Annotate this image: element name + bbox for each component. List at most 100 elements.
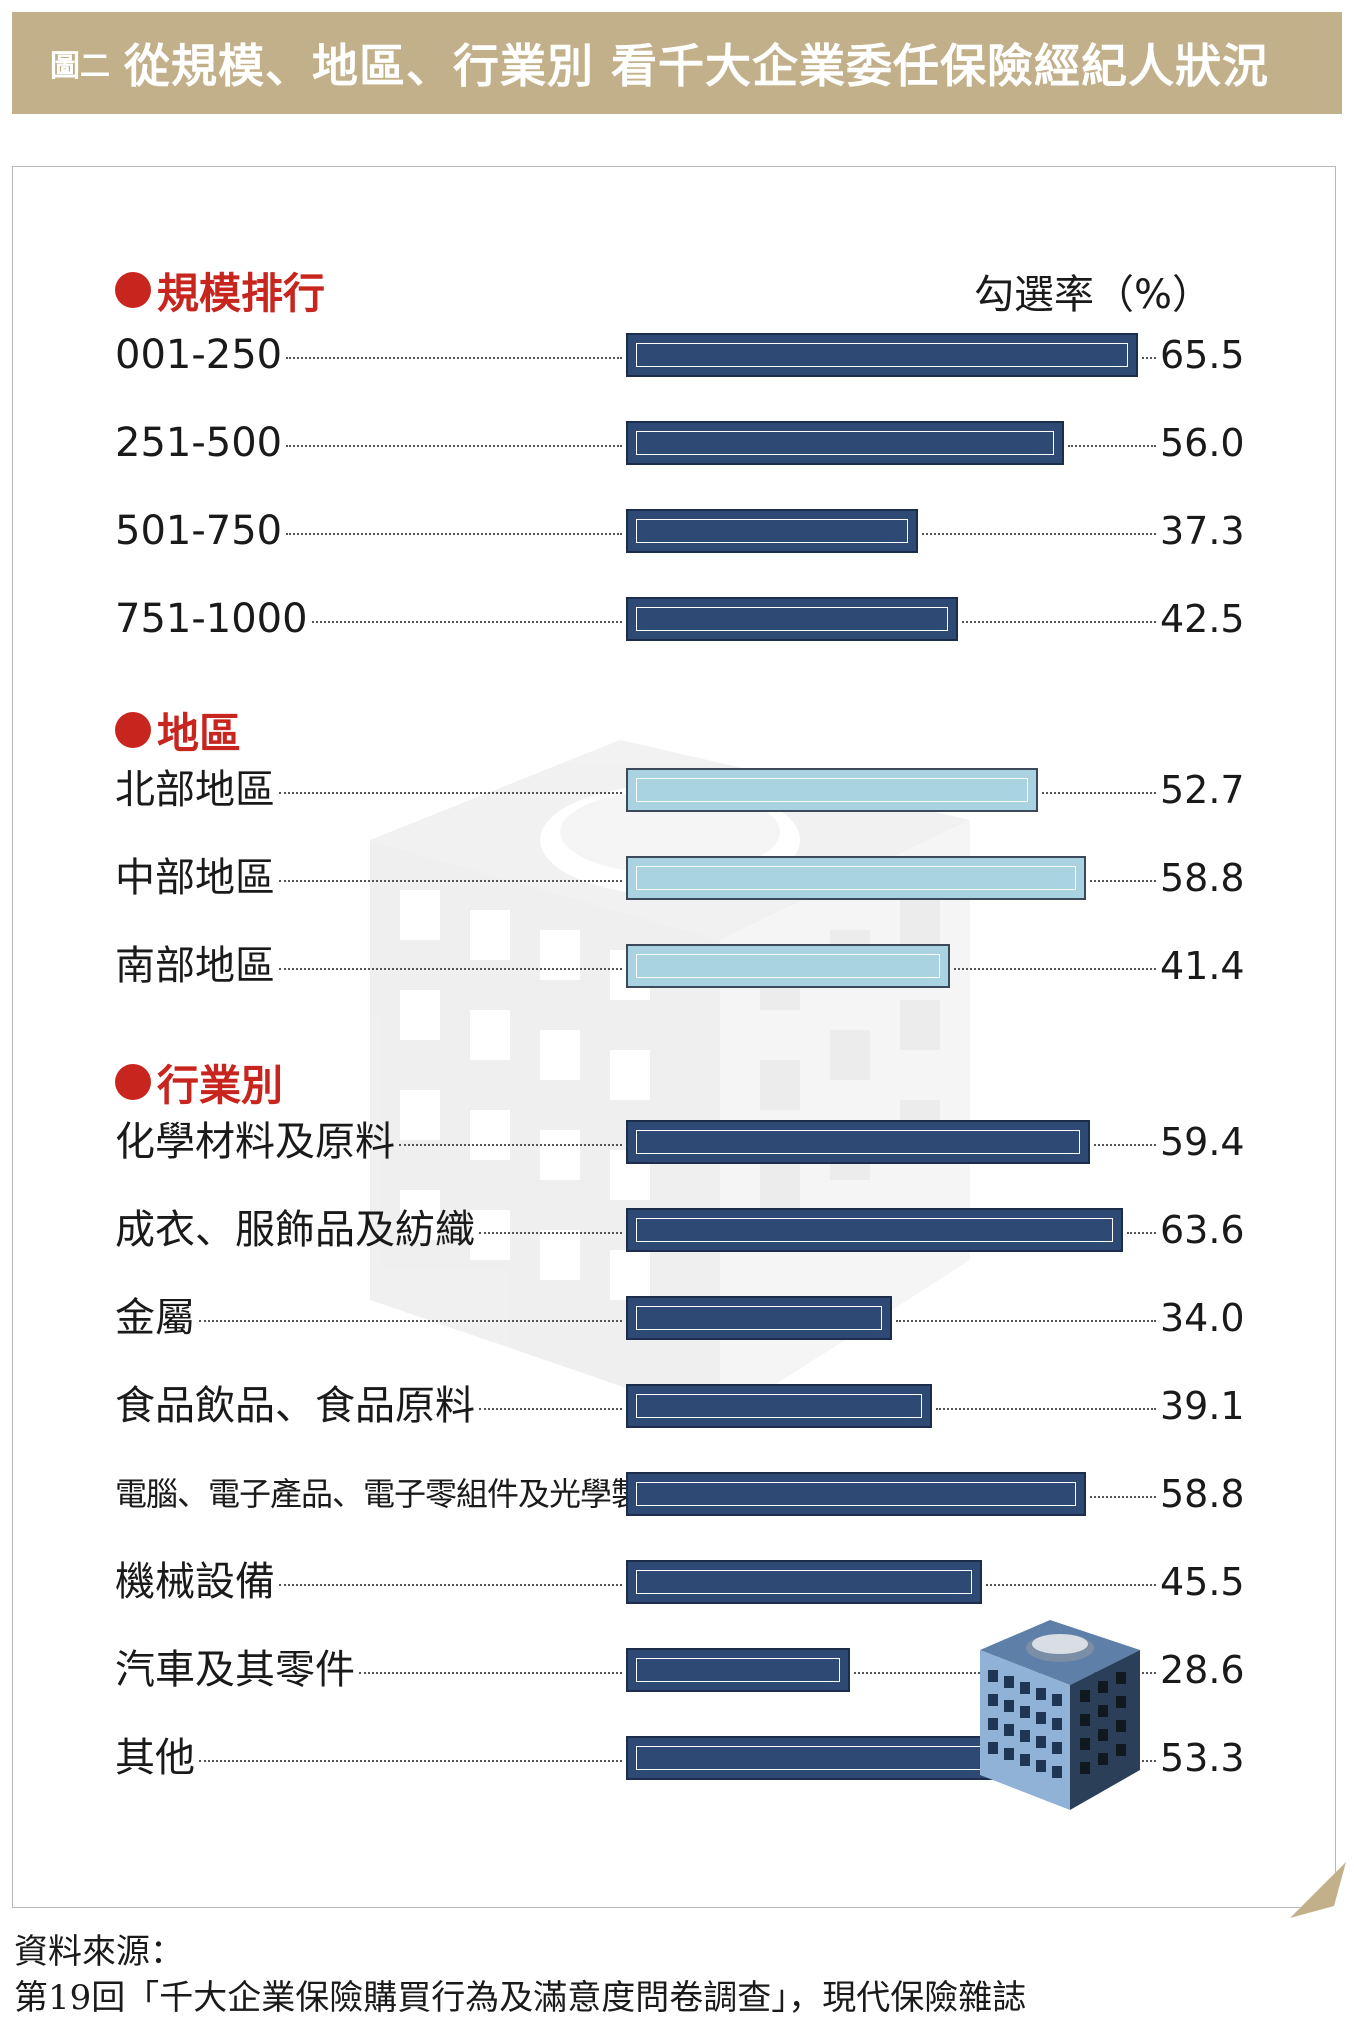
chart-title: 從規模、地區、行業別 看千大企業委任保險經紀人狀況: [124, 39, 1270, 93]
category-label: 北部地區: [115, 767, 275, 813]
leader-line: [479, 1408, 622, 1410]
leader-line: [936, 1408, 1156, 1410]
leader-line: [1127, 1232, 1156, 1234]
leader-line: [954, 968, 1156, 970]
value-label: 59.4: [1160, 1120, 1245, 1164]
category-label: 南部地區: [115, 943, 275, 989]
value-label: 63.6: [1160, 1208, 1245, 1252]
leader-line: [1090, 880, 1156, 882]
value-label: 53.3: [1160, 1736, 1245, 1780]
bar: [626, 768, 1038, 812]
bullet-dot-icon: [115, 712, 151, 748]
leader-line: [279, 1584, 622, 1586]
bar-highlight: [636, 1570, 972, 1594]
value-label: 39.1: [1160, 1384, 1245, 1428]
value-label: 52.7: [1160, 768, 1245, 812]
bar: [626, 1208, 1123, 1252]
leader-line: [1042, 792, 1156, 794]
section-heading: 地區: [115, 700, 241, 760]
bullet-dot-icon: [115, 272, 151, 308]
value-label: 56.0: [1160, 421, 1245, 465]
bar: [626, 1560, 982, 1604]
category-label: 501-750: [115, 508, 283, 554]
source-label: 資料來源：: [14, 1932, 184, 1972]
title-bar: 圖二 從規模、地區、行業別 看千大企業委任保險經紀人狀況: [12, 12, 1342, 114]
bar-highlight: [636, 519, 908, 543]
bar-highlight: [636, 607, 948, 631]
bar-highlight: [636, 1306, 882, 1330]
bar-highlight: [636, 431, 1054, 455]
bar-highlight: [636, 954, 940, 978]
bar: [626, 333, 1138, 377]
leader-line: [286, 533, 622, 535]
category-label: 751-1000: [115, 596, 308, 642]
category-label: 機械設備: [115, 1559, 275, 1605]
leader-line: [279, 968, 622, 970]
leader-line: [359, 1672, 622, 1674]
leader-line: [311, 621, 622, 623]
category-label: 001-250: [115, 332, 283, 378]
leader-line: [199, 1760, 622, 1762]
bar: [626, 1648, 850, 1692]
value-label: 37.3: [1160, 509, 1245, 553]
bar: [626, 1120, 1090, 1164]
leader-line: [896, 1320, 1156, 1322]
section-heading-text: 規模排行: [157, 268, 326, 318]
bar: [626, 1736, 1043, 1780]
leader-line: [479, 1232, 622, 1234]
category-label: 金屬: [115, 1295, 195, 1341]
value-label: 45.5: [1160, 1560, 1245, 1604]
building-icon: [980, 1620, 1140, 1810]
category-label: 化學材料及原料: [115, 1119, 395, 1165]
leader-line: [279, 880, 622, 882]
bar: [626, 597, 958, 641]
page-curl-icon: [1290, 1862, 1346, 1918]
bar-highlight: [636, 343, 1128, 367]
leader-line: [286, 357, 622, 359]
leader-line: [286, 445, 622, 447]
value-label: 58.8: [1160, 1472, 1245, 1516]
category-label: 251-500: [115, 420, 283, 466]
leader-line: [1142, 357, 1156, 359]
bar-highlight: [636, 1130, 1080, 1154]
bar: [626, 421, 1064, 465]
section-heading: 行業別: [115, 1052, 283, 1112]
leader-line: [986, 1584, 1156, 1586]
section-heading-text: 地區: [157, 708, 242, 758]
figure-number: 圖二: [50, 49, 110, 84]
bar-highlight: [636, 1658, 840, 1682]
value-axis-label: 勾選率（%）: [974, 272, 1213, 318]
bar-highlight: [636, 866, 1076, 890]
value-label: 42.5: [1160, 597, 1245, 641]
value-label: 41.4: [1160, 944, 1245, 988]
category-label: 電腦、電子產品、電子零組件及光學製品: [115, 1475, 674, 1513]
bar: [626, 856, 1086, 900]
bar-highlight: [636, 1218, 1113, 1242]
bar: [626, 1472, 1086, 1516]
leader-line: [962, 621, 1156, 623]
bar-highlight: [636, 1394, 922, 1418]
bar-highlight: [636, 1746, 1033, 1770]
category-label: 汽車及其零件: [115, 1647, 355, 1693]
bar: [626, 1384, 932, 1428]
value-label: 65.5: [1160, 333, 1245, 377]
section-heading-text: 行業別: [157, 1060, 284, 1110]
leader-line: [1094, 1144, 1156, 1146]
category-label: 中部地區: [115, 855, 275, 901]
category-label: 食品飲品、食品原料: [115, 1383, 475, 1429]
section-heading: 規模排行: [115, 260, 325, 320]
leader-line: [1090, 1496, 1156, 1498]
leader-line: [279, 792, 622, 794]
leader-line: [922, 533, 1156, 535]
value-label: 28.6: [1160, 1648, 1245, 1692]
bullet-dot-icon: [115, 1064, 151, 1100]
bar: [626, 509, 918, 553]
bar-highlight: [636, 1482, 1076, 1506]
leader-line: [1068, 445, 1156, 447]
value-label: 34.0: [1160, 1296, 1245, 1340]
bar: [626, 944, 950, 988]
value-label: 58.8: [1160, 856, 1245, 900]
leader-line: [399, 1144, 622, 1146]
bar-highlight: [636, 778, 1028, 802]
category-label: 成衣、服飾品及紡織: [115, 1207, 475, 1253]
